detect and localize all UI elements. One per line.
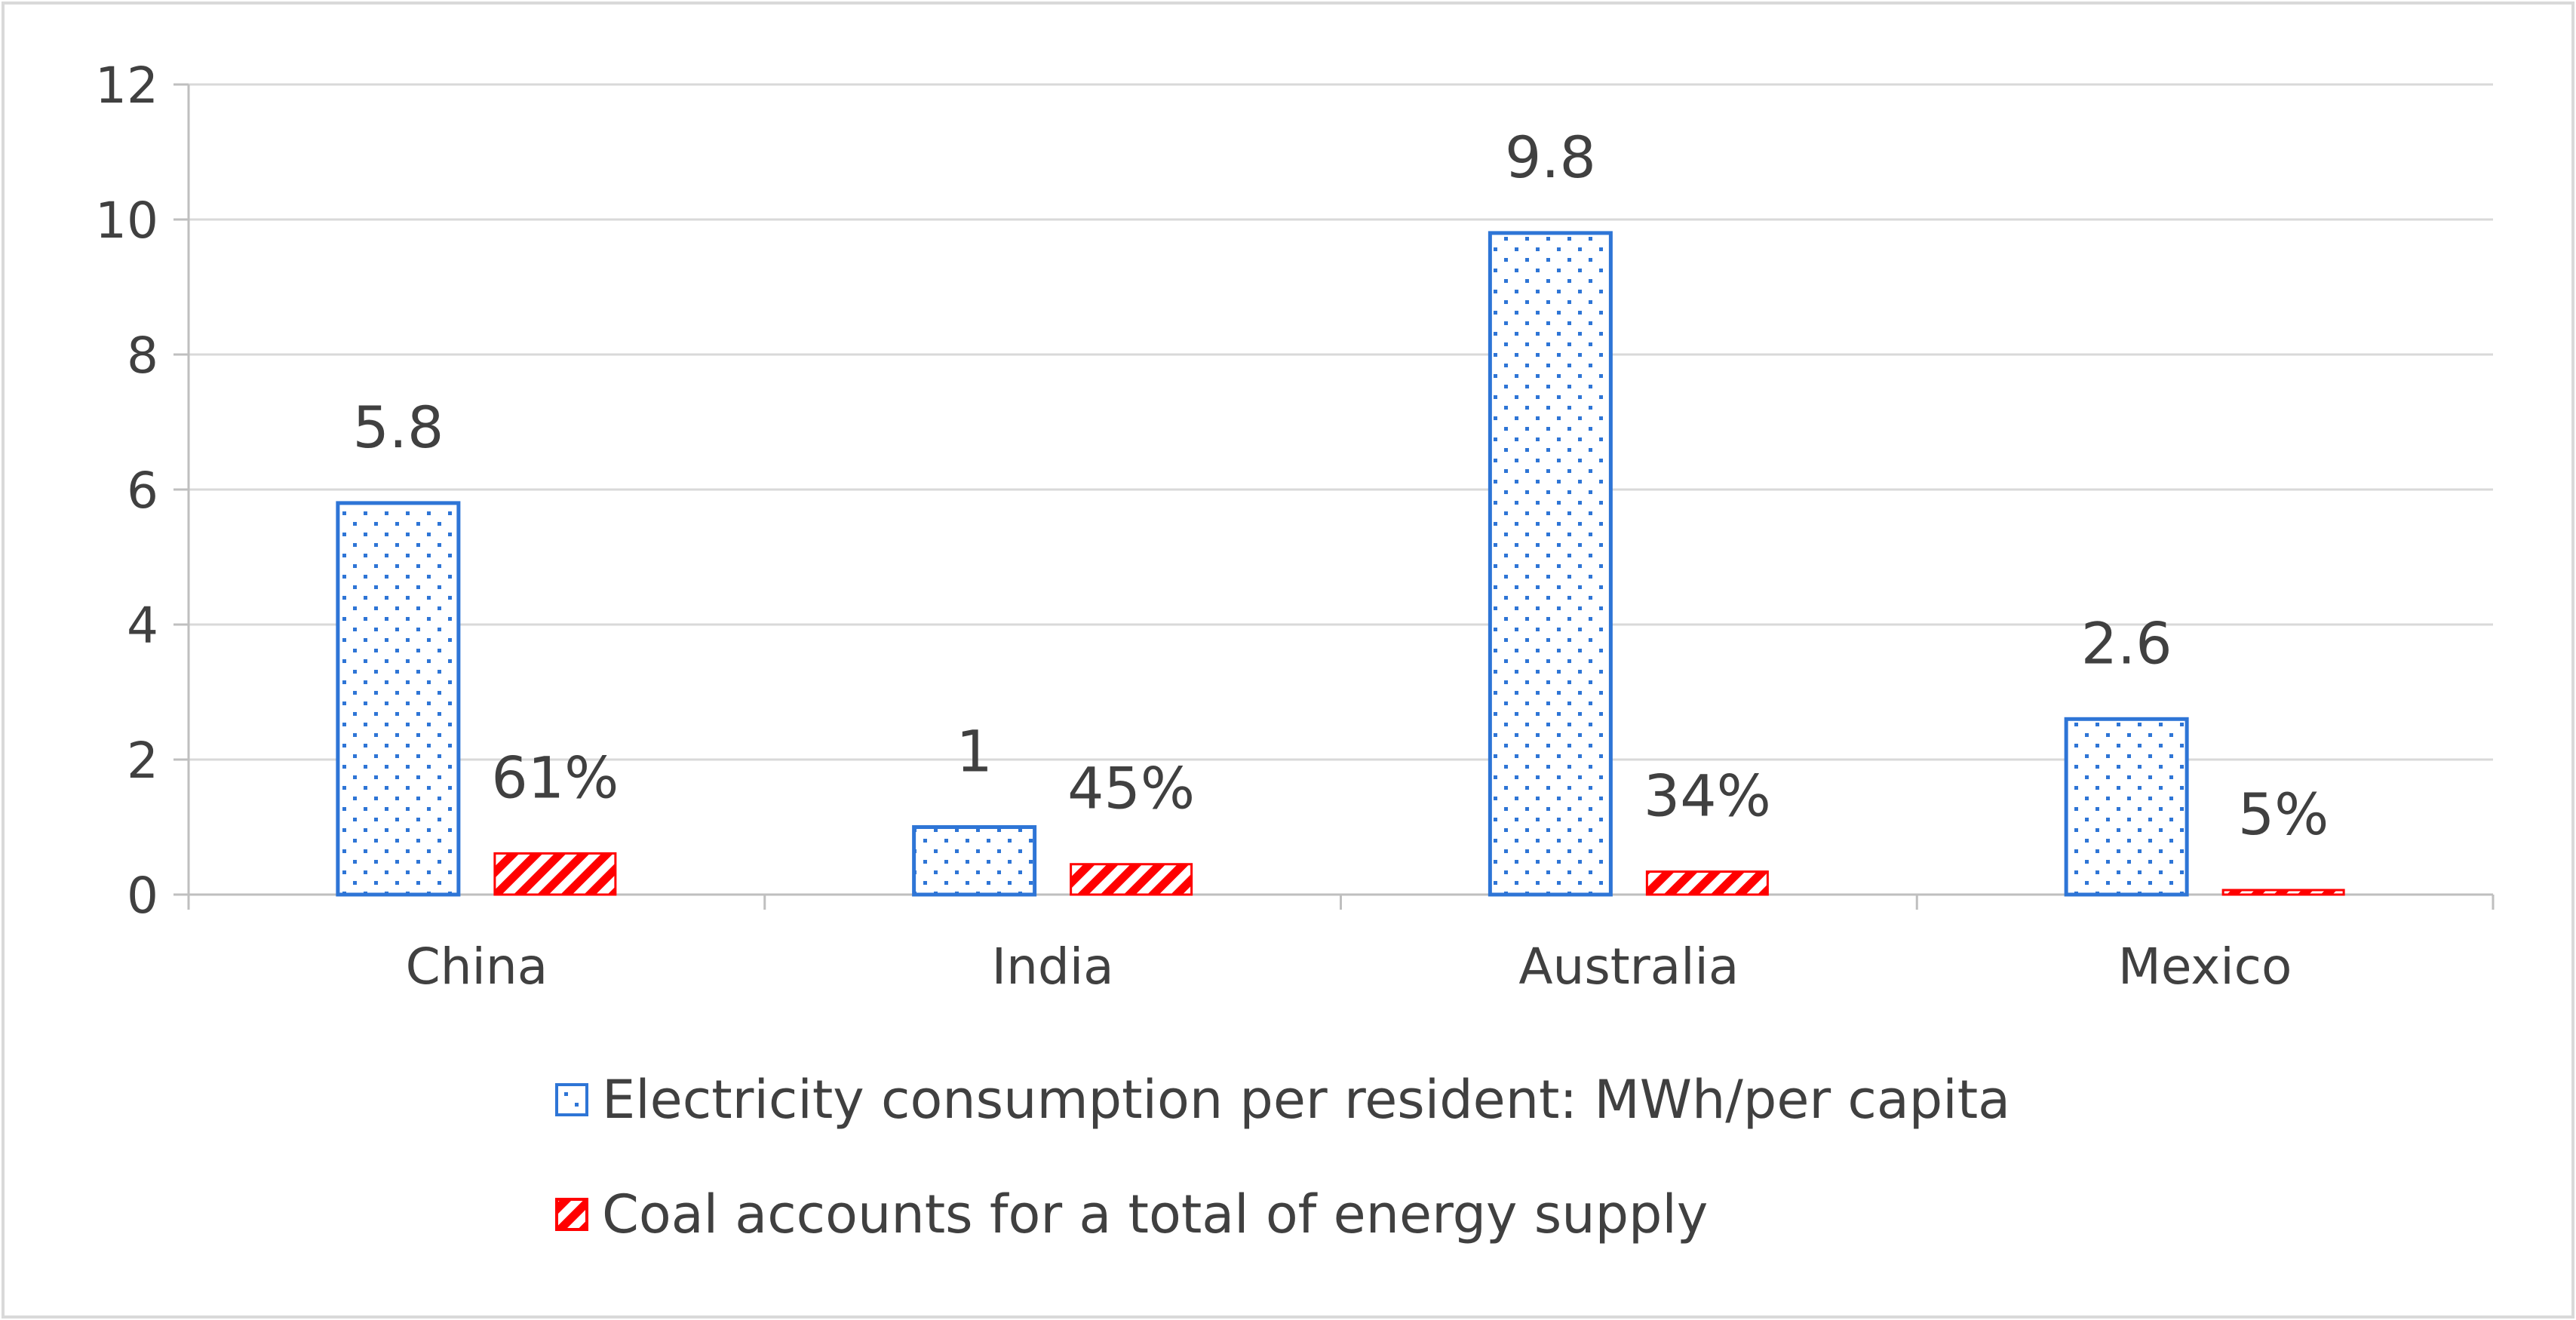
bar-coal (2221, 889, 2345, 896)
data-label: 5.8 (352, 394, 444, 461)
bar-electricity (1488, 231, 1613, 897)
x-tick-label: China (406, 938, 548, 996)
x-tick-label: Australia (1518, 938, 1739, 996)
bars (336, 231, 2345, 897)
bar-electricity (912, 825, 1037, 897)
bar-coal (1645, 870, 1769, 896)
legend-swatch-dots (555, 1083, 588, 1116)
y-tick-label: 6 (127, 462, 158, 520)
data-label: 1 (956, 718, 992, 785)
y-tick-label: 8 (127, 327, 158, 385)
y-tick-label: 4 (127, 597, 158, 655)
bar-coal (1070, 863, 1193, 896)
legend-label: Electricity consumption per resident: MW… (602, 1069, 2010, 1131)
data-label: 34% (1644, 763, 1771, 830)
y-tick-label: 2 (127, 732, 158, 790)
bar-electricity (336, 501, 461, 897)
bar-coal (493, 852, 617, 896)
data-label: 5% (2238, 781, 2329, 848)
legend: Electricity consumption per resident: MW… (555, 1069, 2010, 1245)
data-label: 61% (491, 744, 619, 811)
y-tick-label: 12 (95, 57, 158, 115)
data-label: 9.8 (1505, 124, 1596, 191)
bar-electricity (2064, 717, 2189, 897)
x-tick-label: India (992, 938, 1114, 996)
y-tick-label: 10 (95, 192, 158, 250)
axes: 0 2 4 6 8 10 12 China India Australia Mexico (95, 57, 2495, 996)
legend-swatch-hatch (555, 1198, 588, 1231)
data-label: 45% (1067, 755, 1195, 822)
x-tick-label: Mexico (2118, 938, 2292, 996)
data-label: 2.6 (2081, 609, 2172, 677)
y-tick-label: 0 (127, 867, 158, 925)
legend-label: Coal accounts for a total of energy supp… (602, 1183, 1708, 1245)
data-labels: 5.8 1 9.8 2.6 61% 45% 34% 5% (352, 124, 2329, 848)
